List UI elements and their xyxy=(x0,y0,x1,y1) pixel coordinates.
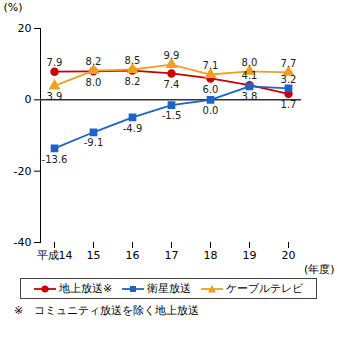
svg-text:4.1: 4.1 xyxy=(242,70,258,81)
svg-text:8.5: 8.5 xyxy=(125,55,141,66)
svg-text:(年度): (年度) xyxy=(304,263,335,276)
svg-text:15: 15 xyxy=(87,249,101,262)
html-text:衛星放送: 衛星放送 xyxy=(147,282,192,295)
svg-text:19: 19 xyxy=(243,249,257,262)
svg-text:8.2: 8.2 xyxy=(125,76,141,87)
svg-text:6.0: 6.0 xyxy=(203,84,219,95)
svg-text:8.2: 8.2 xyxy=(86,56,102,67)
svg-text:8.0: 8.0 xyxy=(86,77,102,88)
svg-text:3.2: 3.2 xyxy=(281,74,297,85)
svg-text:7.9: 7.9 xyxy=(47,57,63,68)
html-text:※ コミュニティ放送を除く地上放送: ※ コミュニティ放送を除く地上放送 xyxy=(14,304,200,317)
svg-text:7.1: 7.1 xyxy=(203,60,219,71)
svg-text:(%): (%) xyxy=(4,1,23,14)
svg-text:平成14: 平成14 xyxy=(37,249,73,262)
svg-text:-40: -40 xyxy=(14,236,32,249)
html-text:地上放送※: 地上放送※ xyxy=(58,282,113,295)
html-text:ケーブルテレビ: ケーブルテレビ xyxy=(226,282,304,295)
svg-text:7.4: 7.4 xyxy=(164,79,180,90)
svg-text:7.7: 7.7 xyxy=(281,58,297,69)
svg-text:-9.1: -9.1 xyxy=(84,137,104,148)
svg-text:-20: -20 xyxy=(14,165,32,178)
svg-text:20: 20 xyxy=(282,249,296,262)
svg-text:18: 18 xyxy=(204,249,218,262)
svg-text:-1.5: -1.5 xyxy=(162,110,182,121)
svg-text:1.7: 1.7 xyxy=(281,99,297,110)
svg-text:9.9: 9.9 xyxy=(164,50,180,61)
svg-text:16: 16 xyxy=(126,249,140,262)
svg-text:8.0: 8.0 xyxy=(242,57,258,68)
svg-text:-4.9: -4.9 xyxy=(123,123,143,134)
svg-text:3.8: 3.8 xyxy=(242,91,258,102)
svg-text:0: 0 xyxy=(25,93,32,106)
svg-text:3.9: 3.9 xyxy=(47,91,63,102)
svg-text:-13.6: -13.6 xyxy=(42,154,68,165)
svg-text:17: 17 xyxy=(165,249,179,262)
svg-text:0.0: 0.0 xyxy=(203,105,219,116)
svg-text:20: 20 xyxy=(18,22,32,35)
